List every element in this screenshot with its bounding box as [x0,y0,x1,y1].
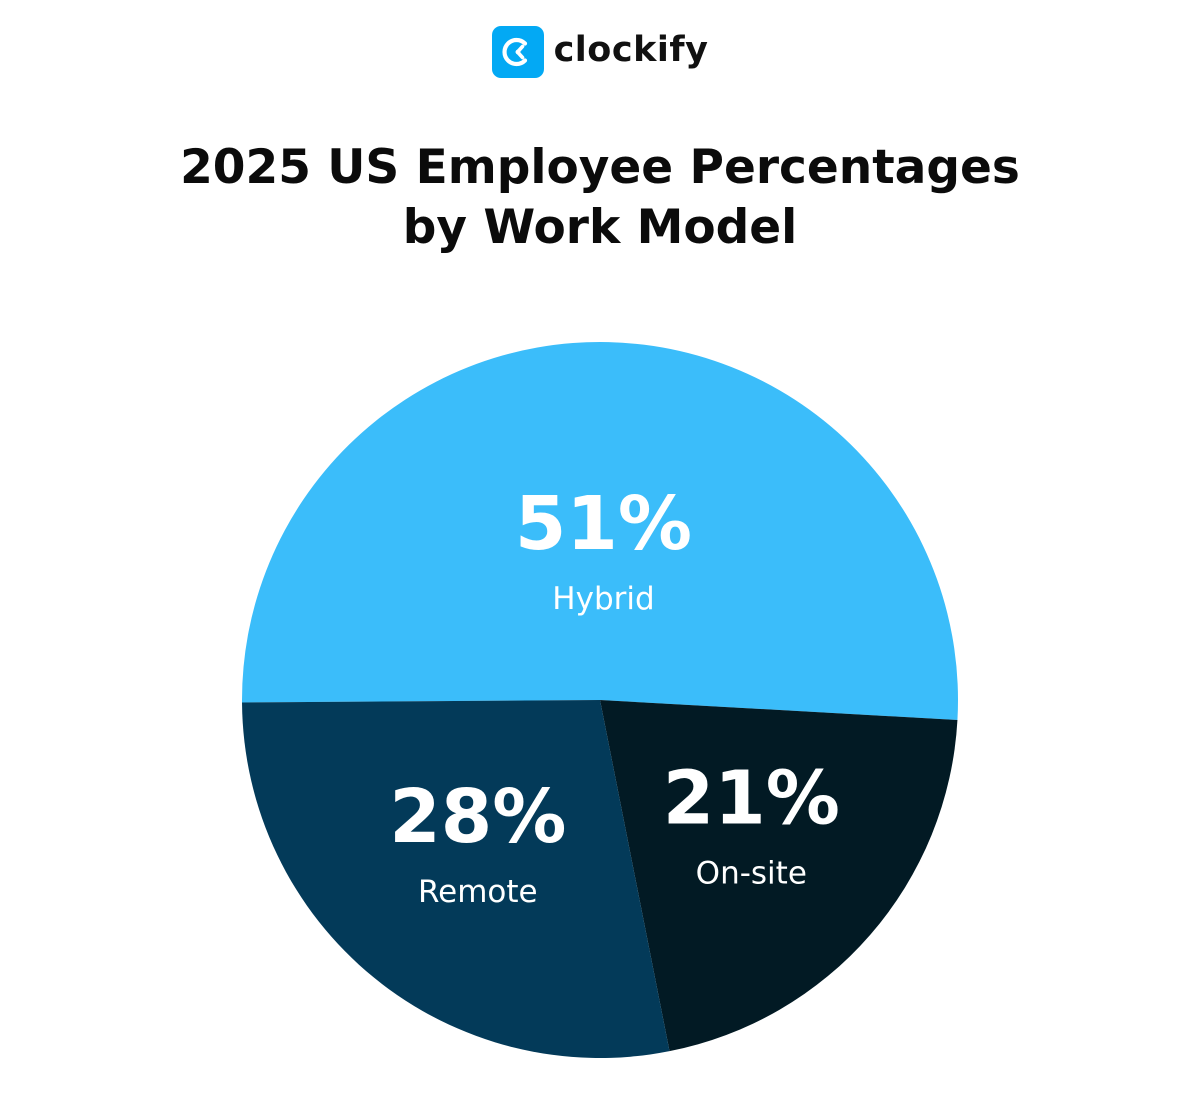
chart-title-line-2: by Work Model [402,200,798,255]
pie-slice-on-site [600,700,958,1052]
pie-value-label-remote: 28% [389,774,566,860]
pie-category-label-remote: Remote [418,874,538,910]
chart-title-line-1: 2025 US Employee Percentages [180,140,1020,195]
pie-category-label-on-site: On-site [696,856,807,892]
pie-value-label-hybrid: 51% [515,481,692,567]
pie-slice-remote [242,700,670,1058]
pie-category-label-hybrid: Hybrid [552,581,654,617]
pie-value-label-on-site: 21% [663,756,840,842]
pie-slices [242,341,958,1058]
brand-name: clockify [553,30,709,70]
chart-title: 2025 US Employee Percentages by Work Mod… [0,138,1200,258]
brand-header: clockify [0,25,1200,79]
pie-labels: 51% Hybrid 21% On-site 28% Remote [389,481,840,910]
clockify-logo-icon [491,26,544,78]
pie-slice-hybrid [242,341,958,720]
